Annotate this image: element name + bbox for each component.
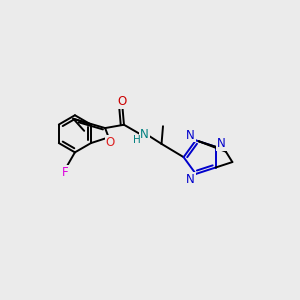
Text: O: O [106,136,115,148]
Text: N: N [186,173,195,186]
Text: O: O [118,95,127,108]
Text: N: N [217,137,226,150]
Text: H: H [133,135,141,145]
Text: F: F [61,166,68,179]
Text: N: N [140,128,149,141]
Text: N: N [186,128,195,142]
